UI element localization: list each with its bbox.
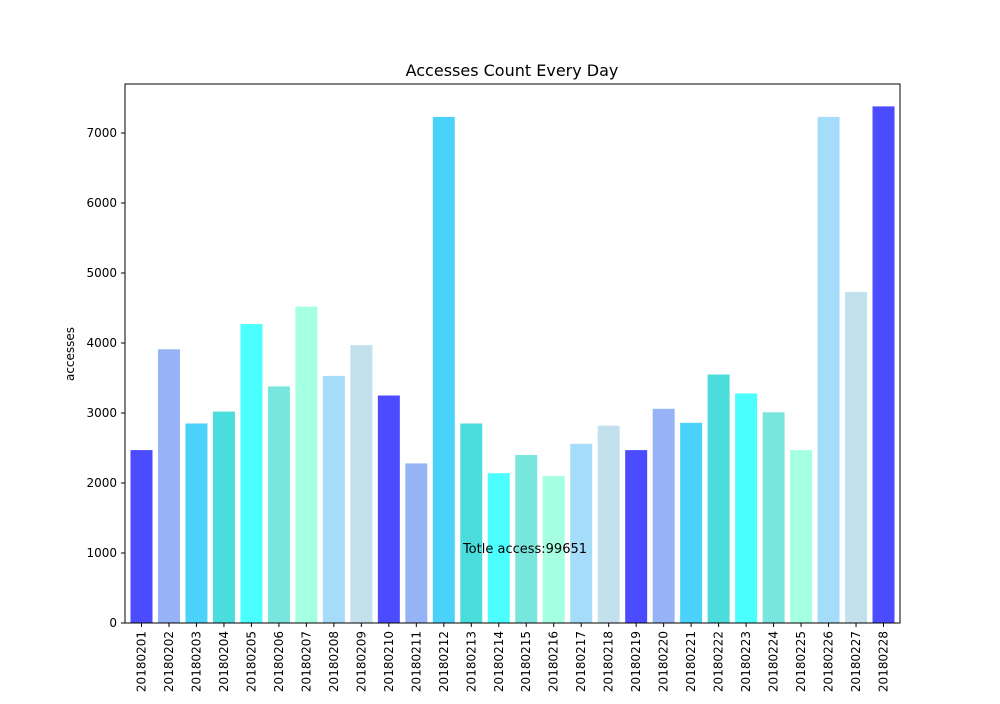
y-tick-label: 7000 xyxy=(86,126,117,140)
x-tick-label: 20180210 xyxy=(382,631,396,692)
x-tick-label: 20180203 xyxy=(189,631,203,692)
x-tick-label: 20180218 xyxy=(602,631,616,692)
x-tick-label: 20180221 xyxy=(684,631,698,692)
bar-20180204 xyxy=(212,411,235,623)
x-tick-label: 20180205 xyxy=(244,631,258,692)
x-tick-label: 20180214 xyxy=(492,631,506,692)
bar-20180210 xyxy=(377,395,400,623)
y-tick-label: 6000 xyxy=(86,196,117,210)
bar-20180223 xyxy=(735,393,758,623)
x-tick-label: 20180215 xyxy=(519,631,533,692)
bar-20180217 xyxy=(570,443,593,623)
x-tick-label: 20180220 xyxy=(657,631,671,692)
x-tick-label: 20180213 xyxy=(464,631,478,692)
bar-20180222 xyxy=(707,374,730,623)
bar-20180203 xyxy=(185,423,208,623)
x-tick-label: 20180207 xyxy=(299,631,313,692)
x-tick-label: 20180219 xyxy=(629,631,643,692)
y-tick-label: 4000 xyxy=(86,336,117,350)
x-tick-label: 20180217 xyxy=(574,631,588,692)
y-axis-label: accesses xyxy=(63,327,77,381)
x-tick-label: 20180228 xyxy=(877,631,891,692)
bar-20180219 xyxy=(625,450,648,623)
chart-title: Accesses Count Every Day xyxy=(406,61,619,80)
x-tick-label: 20180223 xyxy=(739,631,753,692)
bar-20180218 xyxy=(597,425,620,623)
bar-20180208 xyxy=(322,375,345,623)
bar-20180206 xyxy=(267,386,290,623)
bar-20180201 xyxy=(130,450,153,623)
x-tick-label: 20180208 xyxy=(327,631,341,692)
bar-20180212 xyxy=(432,116,455,624)
total-annotation: Totle access:99651 xyxy=(462,542,587,557)
bar-20180213 xyxy=(460,423,483,623)
y-tick-label: 2000 xyxy=(86,476,117,490)
bar-20180205 xyxy=(240,324,263,623)
y-tick-label: 1000 xyxy=(86,546,117,560)
x-tick-label: 20180209 xyxy=(354,631,368,692)
axis-ticks: 20180201 20180202 20180203 20180204 20180205… xyxy=(86,126,890,692)
x-tick-label: 20180206 xyxy=(272,631,286,692)
bar-20180225 xyxy=(790,450,813,623)
x-tick-label: 20180225 xyxy=(794,631,808,692)
x-tick-label: 20180211 xyxy=(409,631,423,692)
bar-20180202 xyxy=(157,349,180,623)
bars xyxy=(130,106,895,624)
plot-area-frame xyxy=(124,83,901,624)
y-tick-label: 5000 xyxy=(86,266,117,280)
bar-20180221 xyxy=(680,422,703,623)
x-tick-label: 20180224 xyxy=(767,631,781,692)
y-tick-label: 3000 xyxy=(86,406,117,420)
x-tick-label: 20180227 xyxy=(849,631,863,692)
x-tick-label: 20180212 xyxy=(437,631,451,692)
bar-20180209 xyxy=(350,345,373,623)
x-tick-label: 20180202 xyxy=(162,631,176,692)
bar-20180224 xyxy=(762,412,785,623)
bar-20180228 xyxy=(872,106,895,623)
bar-20180207 xyxy=(295,306,318,623)
bar-20180214 xyxy=(487,473,510,623)
y-tick-label: 0 xyxy=(109,616,117,630)
x-tick-label: 20180204 xyxy=(217,631,231,692)
bar-20180216 xyxy=(542,476,565,623)
bar-20180220 xyxy=(652,408,675,623)
bar-20180215 xyxy=(515,455,538,623)
x-tick-label: 20180222 xyxy=(712,631,726,692)
bar-20180227 xyxy=(845,291,868,623)
x-tick-label: 20180201 xyxy=(134,631,148,692)
bar-20180211 xyxy=(405,463,428,623)
bar-20180226 xyxy=(817,116,840,624)
x-tick-label: 20180226 xyxy=(822,631,836,692)
x-tick-label: 20180216 xyxy=(547,631,561,692)
